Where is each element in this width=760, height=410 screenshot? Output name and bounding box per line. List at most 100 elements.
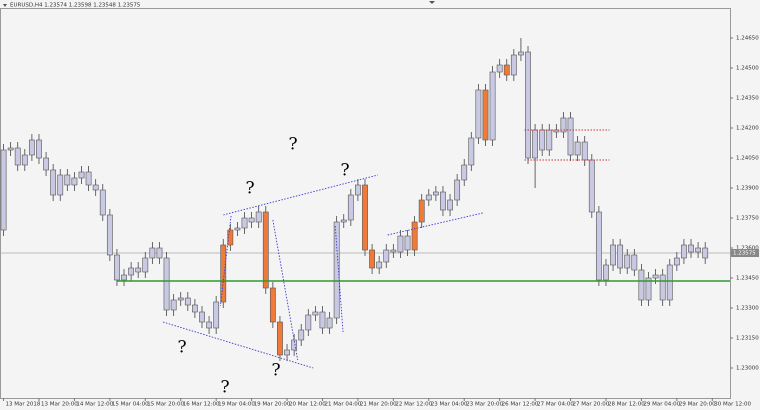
candle-body (595, 211, 602, 281)
candle-body (553, 129, 560, 133)
candle-body (277, 321, 283, 356)
candle-body (21, 154, 28, 166)
candle-body (99, 189, 106, 216)
trend-line (387, 212, 483, 236)
candle-body (369, 249, 375, 269)
x-tick-label: 21 Mar 20:00 (360, 402, 397, 408)
candle-body (567, 117, 574, 156)
candle-body (411, 221, 418, 251)
candle-body (177, 297, 184, 301)
candle-body (546, 129, 553, 151)
x-tick-label: 14 Mar 12:00 (76, 402, 113, 408)
candle-body (425, 194, 432, 201)
y-tick-label: 1.23300 (736, 306, 759, 312)
candle-body (64, 174, 71, 186)
candle-body (702, 247, 709, 259)
candle-body (659, 274, 666, 301)
candle-body (114, 254, 120, 281)
candle-body (192, 304, 198, 313)
candle-body (688, 244, 694, 253)
x-tick-label: 16 Mar 12:00 (183, 402, 220, 408)
candle-body (50, 169, 57, 196)
question-mark: ? (177, 338, 186, 358)
x-tick-label: 26 Mar 12:00 (502, 402, 539, 408)
candle-body (510, 54, 517, 76)
candle-body (156, 247, 163, 259)
y-tick-label: 1.23000 (736, 366, 759, 372)
candle-body (220, 244, 227, 303)
y-tick-label: 1.23150 (736, 336, 759, 342)
candle-body (624, 254, 631, 269)
candle-body (213, 301, 220, 329)
y-tick-label: 1.23900 (736, 186, 759, 192)
candle-body (638, 269, 645, 301)
candle-body (57, 174, 64, 196)
x-tick-label: 13 Mar 20:00 (41, 402, 78, 408)
x-tick-label: 30 Mar 12:00 (714, 402, 751, 408)
candle-body (362, 184, 368, 251)
candle-body (128, 267, 135, 276)
y-tick-label: 1.24500 (736, 66, 759, 72)
candle-body (291, 339, 298, 351)
candle-body (43, 157, 49, 171)
candle-body (227, 229, 234, 246)
candle-body (482, 89, 489, 141)
candle-body (262, 211, 269, 289)
candle-body (475, 89, 482, 139)
candle-body (340, 219, 347, 223)
candle-body (666, 264, 673, 301)
y-tick-label: 1.24350 (736, 96, 759, 102)
x-tick-label: 15 Mar 20:00 (147, 402, 184, 408)
candle-body (383, 249, 390, 263)
candle-body (255, 211, 262, 223)
menu-arrow[interactable] (3, 4, 7, 7)
candle-body (78, 171, 85, 179)
x-tick-label: 29 Mar 04:00 (643, 402, 680, 408)
candle-body (326, 317, 333, 329)
candle-body (397, 235, 404, 253)
x-tick-label: 23 Mar 04:00 (431, 402, 468, 408)
trend-line (219, 215, 232, 307)
candle-body (234, 227, 241, 231)
candle-body (532, 129, 538, 159)
x-tick-label: 27 Mar 04:00 (537, 402, 574, 408)
candle-body (610, 244, 616, 266)
candle-body (539, 129, 546, 151)
candle-body (461, 164, 468, 181)
candle-body (418, 199, 425, 223)
candle-body (574, 141, 581, 156)
candle-body (617, 244, 624, 269)
candle-body (85, 171, 92, 186)
x-tick-label: 15 Mar 04:00 (112, 402, 149, 408)
candle-body (588, 159, 595, 213)
question-mark: ? (245, 179, 254, 199)
candle-body (581, 141, 588, 161)
x-tick-label: 28 Mar 12:00 (608, 402, 645, 408)
x-tick-label: 19 Mar 04:00 (218, 402, 255, 408)
candle-body (36, 139, 42, 159)
candle-body (489, 71, 496, 141)
candle-body (355, 184, 361, 196)
trend-line (223, 174, 378, 216)
y-tick-label: 1.23750 (736, 216, 759, 222)
candle-body (376, 261, 383, 269)
trend-line (162, 321, 314, 369)
candle-body (92, 184, 99, 191)
y-tick-label: 1.24650 (736, 36, 759, 42)
candle-body (269, 287, 276, 323)
last-price-box (731, 249, 759, 257)
x-tick-label: 27 Mar 20:00 (573, 402, 610, 408)
candle-body (496, 64, 503, 73)
trend-line (272, 219, 299, 361)
x-tick-label: 23 Mar 20:00 (466, 402, 503, 408)
candle-body (135, 267, 142, 273)
candle-body (170, 299, 177, 311)
candle-body (298, 329, 305, 341)
candle-body (525, 51, 531, 159)
candle-body (447, 199, 453, 211)
question-mark: ? (340, 161, 349, 181)
candle-body (333, 221, 340, 319)
candle-body (163, 257, 170, 311)
candle-body (106, 214, 113, 256)
